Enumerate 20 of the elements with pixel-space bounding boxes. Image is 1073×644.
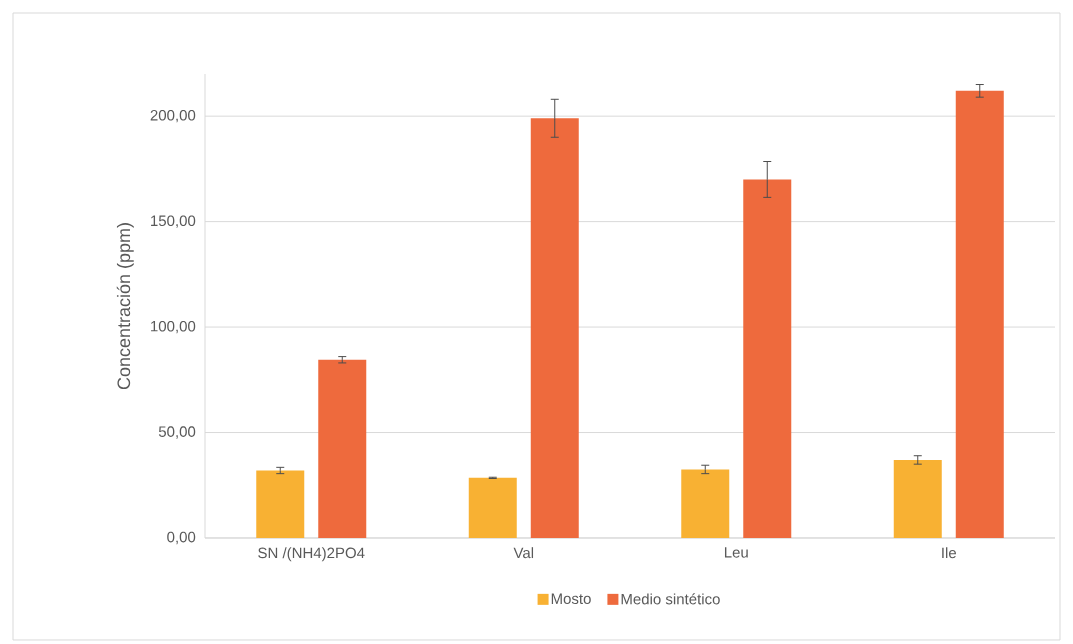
legend-label: Mosto [551,593,591,605]
y-tick-label: 150,00 [151,215,196,228]
y-tick-label: 100,00 [151,320,196,334]
bar [256,470,305,538]
x-tick-label: Leu [724,547,748,558]
bar [743,179,792,538]
bar [530,118,579,538]
legend-label: Medio sintético [621,593,720,605]
y-axis-title: Concentración (ppm) [116,223,134,390]
bar [893,459,942,538]
y-tick-label: 0,00 [167,531,196,545]
bar [468,477,517,538]
x-tick-label: SN /(NH4)2PO4 [258,547,365,562]
bar [318,359,367,538]
x-tick-label: Ile [942,547,957,559]
y-tick-label: 200,00 [150,109,196,123]
bar [955,90,1004,538]
x-tick-label: Val [513,547,534,559]
bar [681,469,730,538]
y-tick-label: 50,00 [158,426,196,439]
